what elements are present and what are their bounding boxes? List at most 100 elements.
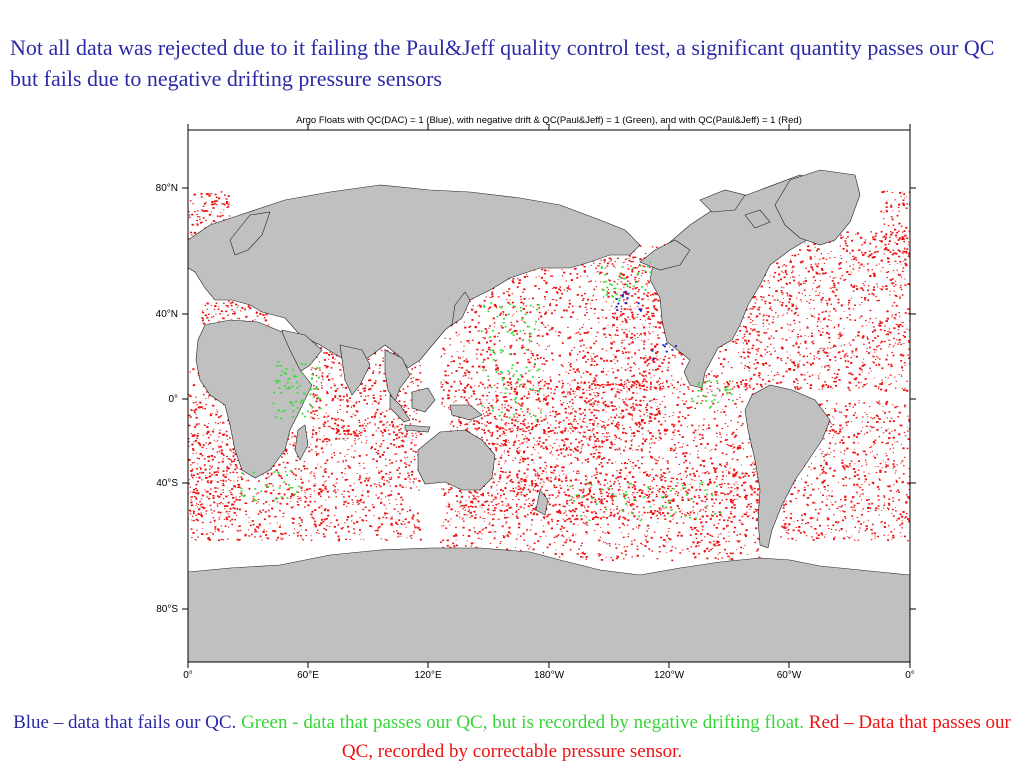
red-observation-point [198,508,200,510]
red-observation-point [623,299,625,301]
red-observation-point [634,488,637,490]
red-observation-point [503,439,506,442]
red-observation-point [711,462,714,465]
red-observation-point [618,384,621,386]
red-observation-point [417,385,419,387]
red-observation-point [638,489,641,491]
red-observation-point [292,444,294,446]
red-observation-point [580,440,583,442]
red-observation-point [638,430,640,433]
red-observation-point [674,493,676,495]
red-observation-point [607,292,610,295]
red-observation-point [416,519,419,521]
red-observation-point [736,399,738,401]
red-observation-point [207,482,209,484]
red-observation-point [324,468,327,470]
red-observation-point [502,419,504,421]
red-observation-point [545,291,548,293]
red-observation-point [569,354,572,356]
red-observation-point [722,409,724,411]
red-observation-point [495,364,498,367]
red-observation-point [206,533,208,535]
red-observation-point [363,430,366,432]
red-observation-point [596,355,599,357]
red-observation-point [201,521,204,524]
red-observation-point [366,491,369,493]
red-observation-point [383,482,386,485]
red-observation-point [456,429,459,431]
red-observation-point [337,535,340,538]
red-observation-point [199,445,202,447]
red-observation-point [340,419,343,421]
red-observation-point [614,355,617,358]
red-observation-point [340,383,344,386]
red-observation-point [643,332,646,335]
red-observation-point [561,342,564,344]
red-observation-point [657,490,659,491]
red-observation-point [411,439,413,441]
red-observation-point [482,492,484,495]
red-observation-point [597,479,599,481]
red-observation-point [543,324,545,325]
red-observation-point [624,381,626,383]
red-observation-point [643,388,646,391]
red-observation-point [550,312,553,315]
red-observation-point [409,506,411,508]
red-observation-point [666,512,670,515]
red-observation-point [510,430,513,433]
red-observation-point [555,413,558,416]
red-observation-point [407,407,410,409]
red-observation-point [736,382,738,384]
red-observation-point [683,482,686,485]
red-observation-point [478,341,480,343]
red-observation-point [546,433,548,435]
red-observation-point [638,334,641,336]
red-observation-point [312,393,315,395]
red-observation-point [228,515,231,518]
red-observation-point [684,513,686,515]
red-observation-point [359,529,361,531]
red-observation-point [688,406,691,409]
red-observation-point [383,504,385,506]
red-observation-point [606,495,609,498]
red-observation-point [709,389,711,391]
red-observation-point [630,429,632,431]
red-observation-point [630,385,633,388]
red-observation-point [193,434,196,436]
red-observation-point [593,435,596,438]
red-observation-point [705,376,707,378]
red-observation-point [545,396,548,398]
red-observation-point [647,280,649,282]
red-observation-point [538,329,540,331]
red-observation-point [368,379,370,382]
red-observation-point [618,424,620,426]
red-observation-point [443,406,445,408]
red-observation-point [462,389,464,391]
red-observation-point [419,372,422,374]
red-observation-point [348,466,351,469]
red-observation-point [582,350,585,352]
red-observation-point [561,470,564,472]
red-observation-point [344,386,348,389]
red-observation-point [621,416,624,419]
red-observation-point [600,281,602,283]
red-observation-point [520,379,522,381]
red-observation-point [374,423,376,425]
red-observation-point [501,471,504,473]
red-observation-point [616,369,620,372]
red-observation-point [655,485,658,487]
red-observation-point [570,422,572,424]
red-observation-point [631,336,634,339]
red-observation-point [382,357,384,359]
red-observation-point [390,490,393,492]
red-observation-point [674,357,676,358]
red-observation-point [628,459,630,461]
red-observation-point [545,282,548,285]
red-observation-point [673,449,676,451]
red-observation-point [526,441,528,443]
red-observation-point [579,432,582,434]
red-observation-point [653,417,657,420]
red-observation-point [373,400,376,402]
red-observation-point [605,436,608,438]
red-observation-point [521,319,523,321]
